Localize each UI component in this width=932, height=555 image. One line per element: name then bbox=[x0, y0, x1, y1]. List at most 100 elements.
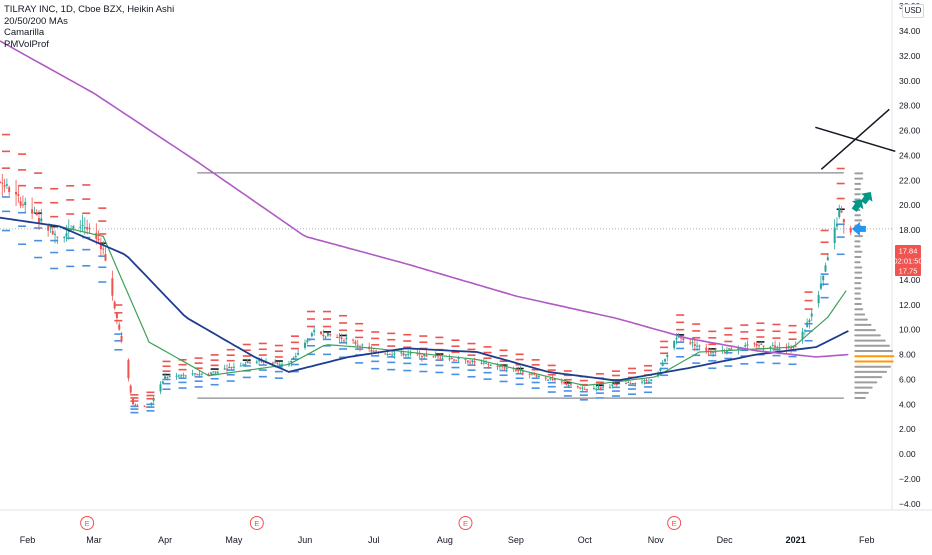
candle-body bbox=[696, 345, 699, 347]
candle-body bbox=[386, 354, 389, 356]
symbol-title[interactable]: TILRAY INC, 1D, Cboe BZX, Heikin Ashi bbox=[4, 4, 175, 15]
earnings-marker-icon bbox=[80, 516, 95, 530]
candle-body bbox=[228, 366, 231, 369]
candle-body bbox=[533, 373, 536, 375]
y-tick-label: 22.00 bbox=[899, 175, 921, 185]
candle-body bbox=[565, 384, 568, 386]
candle-body bbox=[725, 351, 728, 353]
candle-body bbox=[792, 346, 795, 348]
x-tick-label: Jul bbox=[368, 535, 380, 545]
candle-body bbox=[618, 383, 621, 385]
y-tick-label: 0.00 bbox=[899, 449, 916, 459]
candle-body bbox=[817, 295, 820, 304]
candle-body bbox=[469, 362, 472, 364]
candle-body bbox=[104, 254, 107, 261]
candle-body bbox=[120, 335, 123, 342]
candle-body bbox=[682, 338, 685, 341]
signal-arrow-icon bbox=[851, 199, 864, 212]
candle-body bbox=[258, 360, 261, 362]
candle-body bbox=[643, 380, 646, 382]
candle-body bbox=[33, 212, 36, 214]
candle-body bbox=[819, 283, 822, 289]
candle-body bbox=[209, 372, 212, 374]
candle-body bbox=[801, 331, 804, 340]
candle-body bbox=[774, 345, 777, 347]
candle-body bbox=[576, 386, 579, 388]
currency-button[interactable]: USD bbox=[902, 4, 924, 18]
candle-body bbox=[118, 324, 121, 330]
candle-body bbox=[19, 201, 22, 206]
candle-body bbox=[503, 367, 506, 369]
candle-body bbox=[769, 346, 772, 348]
candle-body bbox=[31, 209, 34, 214]
indicator-ma[interactable]: 20/50/200 MAs bbox=[4, 15, 68, 27]
candle-body bbox=[290, 360, 293, 363]
candle-body bbox=[340, 337, 343, 339]
candle-body bbox=[278, 364, 281, 366]
candle-body bbox=[164, 376, 167, 379]
candle-body bbox=[115, 313, 118, 318]
candle-body bbox=[553, 379, 556, 381]
candle-body bbox=[693, 344, 696, 346]
candle-body bbox=[180, 375, 183, 377]
candle-body bbox=[549, 378, 552, 380]
y-tick-label: 10.00 bbox=[899, 325, 921, 335]
candle-body bbox=[803, 329, 806, 331]
indicator-camarilla[interactable]: Camarilla bbox=[4, 27, 45, 38]
candle-body bbox=[214, 371, 217, 373]
ma-200-line bbox=[0, 40, 849, 358]
price-tag-label: 17.84 bbox=[899, 247, 918, 256]
candle-body bbox=[352, 339, 355, 341]
candle-body bbox=[17, 194, 20, 196]
candle-body bbox=[63, 237, 66, 239]
candle-body bbox=[65, 233, 68, 237]
candle-body bbox=[303, 342, 306, 348]
candle-body bbox=[613, 384, 616, 386]
candle-body bbox=[200, 373, 203, 375]
candle-body bbox=[37, 218, 40, 223]
candle-body bbox=[345, 338, 348, 340]
candle-body bbox=[547, 379, 550, 381]
y-tick-label: −2.00 bbox=[899, 474, 921, 484]
candle-body bbox=[35, 212, 38, 216]
candle-body bbox=[466, 360, 469, 363]
candle-body bbox=[223, 368, 226, 370]
candle-body bbox=[54, 233, 57, 235]
candle-body bbox=[212, 371, 215, 373]
indicator-volume-profile[interactable]: PMVolProf bbox=[4, 38, 49, 50]
candle-body bbox=[354, 341, 357, 344]
x-tick-label: Feb bbox=[859, 535, 875, 545]
candle-body bbox=[808, 320, 811, 323]
candle-body bbox=[583, 388, 586, 390]
candle-body bbox=[207, 373, 210, 375]
candle-body bbox=[514, 369, 517, 371]
chart-legend: TILRAY INC, 1D, Cboe BZX, Heikin Ashi 20… bbox=[4, 4, 174, 50]
candle-body bbox=[464, 359, 467, 361]
candle-body bbox=[145, 406, 148, 408]
candle-body bbox=[372, 351, 375, 353]
candle-body bbox=[407, 353, 410, 355]
candle-body bbox=[480, 362, 483, 364]
candle-body bbox=[287, 364, 290, 366]
y-tick-label: 14.00 bbox=[899, 275, 921, 285]
candle-body bbox=[47, 225, 50, 231]
candle-body bbox=[175, 375, 178, 377]
candle-body bbox=[320, 331, 323, 335]
candle-body bbox=[111, 278, 114, 296]
earnings-marker-label: E bbox=[85, 519, 90, 528]
candle-body bbox=[544, 377, 547, 379]
candle-body bbox=[338, 336, 341, 338]
candle-body bbox=[755, 343, 758, 346]
candle-body bbox=[629, 383, 632, 385]
candle-body bbox=[184, 375, 187, 377]
candle-body bbox=[136, 405, 139, 407]
candle-body bbox=[375, 350, 378, 352]
candle-body bbox=[833, 227, 836, 244]
candle-body bbox=[99, 242, 102, 250]
y-tick-label: 20.00 bbox=[899, 200, 921, 210]
candle-body bbox=[248, 362, 251, 364]
candle-body bbox=[849, 227, 852, 233]
candle-body bbox=[143, 405, 146, 407]
